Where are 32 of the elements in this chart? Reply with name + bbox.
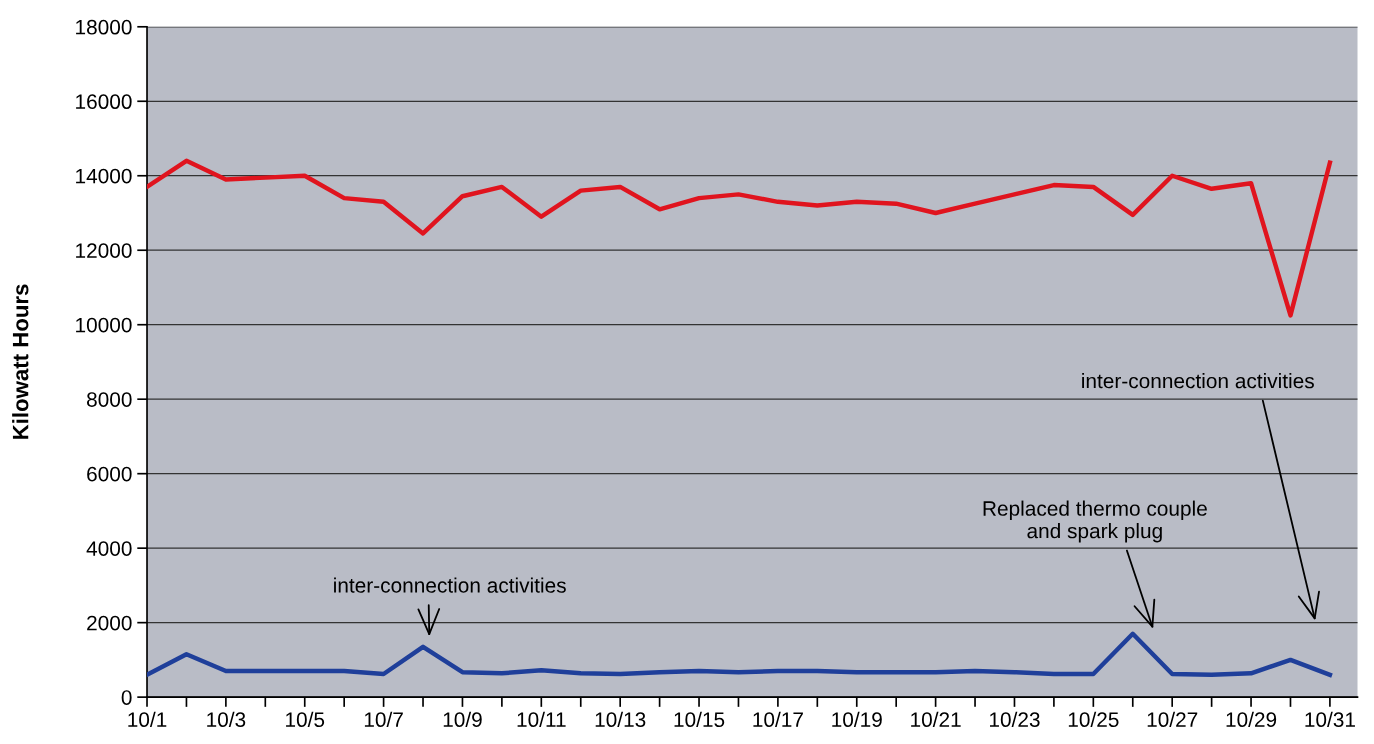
- x-tick-label: 10/19: [832, 711, 882, 728]
- x-tick-label: 10/21: [911, 711, 961, 728]
- x-tick-label: 10/17: [753, 711, 803, 728]
- x-tick-label: 10/7: [364, 711, 403, 728]
- y-axis-title: Kilowatt Hours: [12, 284, 29, 439]
- y-tick-label: 16000: [76, 94, 132, 110]
- x-tick-label: 10/25: [1068, 711, 1119, 728]
- y-tick-label: 6000: [87, 466, 132, 482]
- y-tick-label: 0: [121, 690, 132, 705]
- x-tick-label: 10/11: [517, 711, 566, 728]
- x-tick-label: 10/5: [286, 711, 325, 728]
- x-tick-label: 10/9: [443, 711, 482, 728]
- y-tick-label: 18000: [76, 19, 132, 35]
- annotation: inter-connection activities: [334, 577, 566, 593]
- x-tick-label: 10/3: [207, 711, 246, 728]
- y-tick-label: 10000: [76, 317, 132, 333]
- annotation: inter-connection activities: [1082, 373, 1314, 389]
- annotation: Replaced thermo couple and spark plug: [983, 500, 1207, 543]
- y-tick-label: 12000: [76, 243, 132, 258]
- y-tick-label: 2000: [87, 615, 132, 631]
- x-tick-label: 10/29: [1226, 711, 1277, 728]
- line-series: [147, 158, 1333, 318]
- x-tick-label: 10/27: [1147, 711, 1198, 728]
- x-tick-label: 10/15: [674, 711, 725, 728]
- x-tick-label: 10/31: [1305, 711, 1355, 728]
- x-tick-label: 10/13: [595, 711, 646, 728]
- y-tick-label: 4000: [86, 541, 132, 556]
- line-series: [147, 631, 1333, 677]
- y-tick-label: 8000: [87, 392, 132, 407]
- y-tick-label: 14000: [76, 168, 132, 184]
- x-tick-label: 10/23: [990, 711, 1040, 728]
- x-tick-label: 10/1: [128, 711, 167, 728]
